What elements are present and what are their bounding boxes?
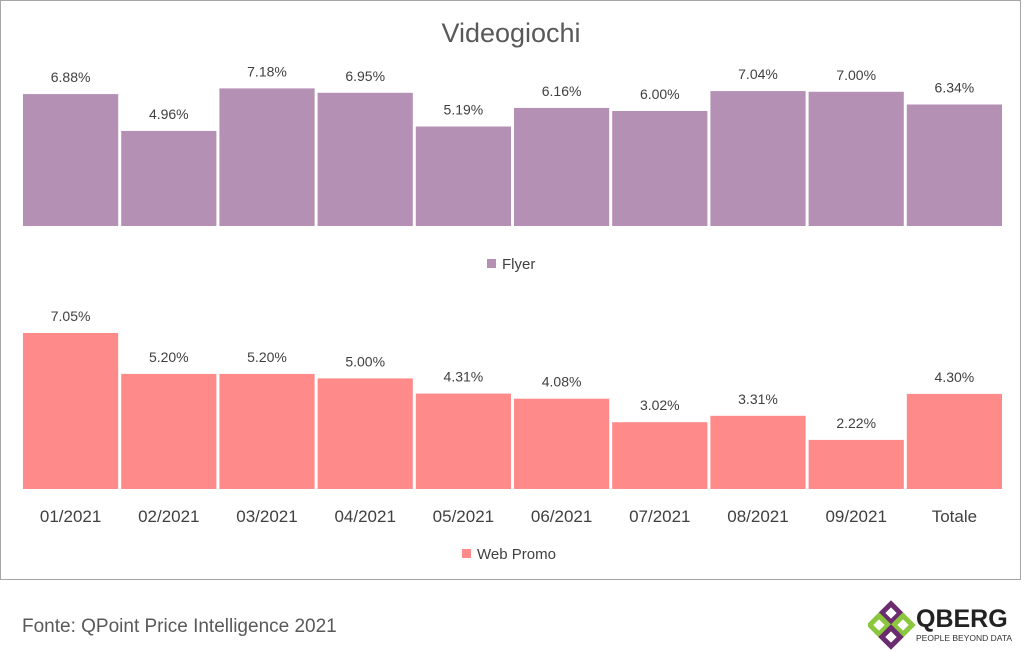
web-promo-legend: Web Promo <box>462 546 556 563</box>
source-note: Fonte: QPoint Price Intelligence 2021 <box>22 616 337 637</box>
web-promo-bar <box>710 415 806 489</box>
x-tick-label: 08/2021 <box>727 507 788 526</box>
web-promo-bars: 7.05% 5.20% 5.20% 5.00% 4.31% 4.08% 3.02% 3.31%… <box>23 308 1002 489</box>
x-tick-label: 03/2021 <box>236 507 297 526</box>
web-promo-bar <box>121 373 217 489</box>
x-tick-label: 05/2021 <box>433 507 494 526</box>
web-promo-bar <box>317 378 413 489</box>
flyer-bar <box>808 91 904 226</box>
qberg-logo: QBERG PEOPLE BEYOND DATA <box>868 600 1012 650</box>
flyer-bar <box>514 107 610 226</box>
x-tick-label: Totale <box>932 507 977 526</box>
flyer-data-label: 7.18% <box>247 63 287 79</box>
web-promo-bar <box>808 439 904 489</box>
web-promo-data-label: 2.22% <box>836 415 876 431</box>
flyer-data-label: 7.00% <box>836 67 876 83</box>
flyer-bar <box>612 111 708 226</box>
qberg-logo-mark <box>868 600 916 650</box>
web-promo-legend-label: Web Promo <box>477 546 556 563</box>
chart-frame: Videogiochi 6.88% 4.96% 7.18% 6.95% 5.19% 6.1… <box>0 0 1021 580</box>
flyer-bar <box>317 92 413 226</box>
x-tick-label: 04/2021 <box>334 507 395 526</box>
x-tick-label: 07/2021 <box>629 507 690 526</box>
flyer-data-label: 4.96% <box>149 106 189 122</box>
web-promo-data-label: 4.30% <box>935 369 975 385</box>
web-promo-data-label: 5.20% <box>247 349 287 365</box>
chart-title: Videogiochi <box>441 18 580 48</box>
flyer-legend-label: Flyer <box>502 256 535 273</box>
flyer-bar <box>415 126 511 226</box>
flyer-bar <box>906 104 1002 226</box>
chart-svg: Videogiochi 6.88% 4.96% 7.18% 6.95% 5.19% 6.1… <box>23 18 1002 563</box>
x-axis-ticks: 01/2021 02/2021 03/2021 04/2021 05/2021 06/20… <box>40 507 977 526</box>
web-promo-bar <box>514 398 610 489</box>
web-promo-data-label: 3.02% <box>640 397 680 413</box>
web-promo-data-label: 5.00% <box>345 353 385 369</box>
web-promo-data-label: 5.20% <box>149 349 189 365</box>
flyer-legend-swatch <box>487 259 496 268</box>
x-tick-label: 02/2021 <box>138 507 199 526</box>
flyer-bar <box>219 88 315 227</box>
web-promo-data-label: 4.31% <box>444 369 484 385</box>
web-promo-data-label: 7.05% <box>51 308 91 324</box>
web-promo-bar <box>415 393 511 489</box>
web-promo-data-label: 3.31% <box>738 391 778 407</box>
flyer-bar <box>710 91 806 226</box>
flyer-data-label: 5.19% <box>444 102 484 118</box>
flyer-data-label: 6.34% <box>935 80 975 96</box>
flyer-data-label: 6.95% <box>345 68 385 84</box>
flyer-data-label: 6.88% <box>51 69 91 85</box>
x-tick-label: 01/2021 <box>40 507 101 526</box>
flyer-data-label: 6.16% <box>542 83 582 99</box>
flyer-bar <box>23 94 119 226</box>
web-promo-legend-swatch <box>462 549 471 558</box>
qberg-logo-name: QBERG <box>916 605 1008 633</box>
flyer-data-label: 7.04% <box>738 66 778 82</box>
web-promo-bar <box>219 373 315 489</box>
flyer-legend: Flyer <box>487 256 535 273</box>
flyer-bars: 6.88% 4.96% 7.18% 6.95% 5.19% 6.16% 6.00% 7.04%… <box>23 63 1002 227</box>
web-promo-data-label: 4.08% <box>542 374 582 390</box>
x-tick-label: 09/2021 <box>825 507 886 526</box>
flyer-data-label: 6.00% <box>640 86 680 102</box>
qberg-logo-tagline: PEOPLE BEYOND DATA <box>916 633 1012 643</box>
flyer-bar <box>121 130 217 226</box>
x-tick-label: 06/2021 <box>531 507 592 526</box>
web-promo-bar <box>906 393 1002 489</box>
web-promo-bar <box>612 422 708 489</box>
web-promo-bar <box>23 333 119 489</box>
